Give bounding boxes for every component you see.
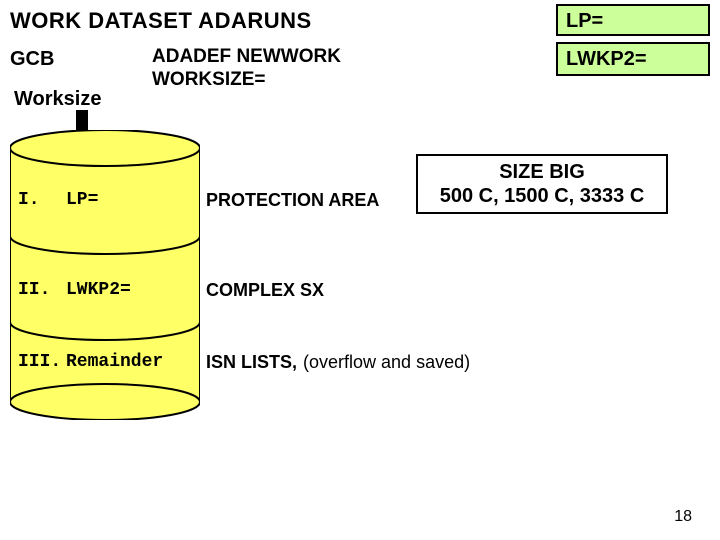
param-lwkp2-label: LWKP2= (566, 48, 647, 70)
gcb-label: GCB (10, 48, 54, 71)
row-param: LP= (66, 190, 98, 210)
param-lp-box: LP= (556, 4, 710, 36)
page-number: 18 (674, 508, 692, 526)
row-param: Remainder (66, 352, 163, 372)
row-description: ISN LISTS, (overflow and saved) (206, 352, 470, 373)
sizebig-line1: SIZE BIG (426, 160, 658, 184)
sizebig-box: SIZE BIG 500 C, 1500 C, 3333 C (416, 154, 668, 214)
row-description: COMPLEX SX (206, 280, 324, 301)
row-param: LWKP2= (66, 280, 131, 300)
row-roman: I. (18, 190, 66, 210)
row-desc-bold: PROTECTION AREA (206, 190, 379, 211)
sizebig-line2: 500 C, 1500 C, 3333 C (426, 184, 658, 208)
row-description: PROTECTION AREA (206, 190, 379, 211)
row-desc-suffix: (overflow and saved) (303, 352, 470, 373)
row-roman: II. (18, 280, 66, 300)
adadef-text: ADADEF NEWWORK WORKSIZE= (152, 46, 341, 92)
adadef-line1: ADADEF NEWWORK (152, 46, 341, 69)
row-desc-bold: ISN LISTS, (206, 352, 297, 373)
cylinder-row: I.LP= (18, 190, 192, 210)
cylinder-row: III.Remainder (18, 352, 192, 372)
worksize-label: Worksize (14, 88, 101, 111)
row-desc-bold: COMPLEX SX (206, 280, 324, 301)
param-lp-label: LP= (566, 10, 603, 32)
row-roman: III. (18, 352, 66, 372)
page-title: WORK DATASET ADARUNS (10, 8, 312, 34)
cylinder-shape (10, 130, 200, 420)
param-lwkp2-box: LWKP2= (556, 42, 710, 76)
adadef-line2: WORKSIZE= (152, 69, 341, 92)
cylinder-row: II.LWKP2= (18, 280, 192, 300)
work-cylinder: I.LP= II.LWKP2= III.Remainder (10, 130, 200, 420)
